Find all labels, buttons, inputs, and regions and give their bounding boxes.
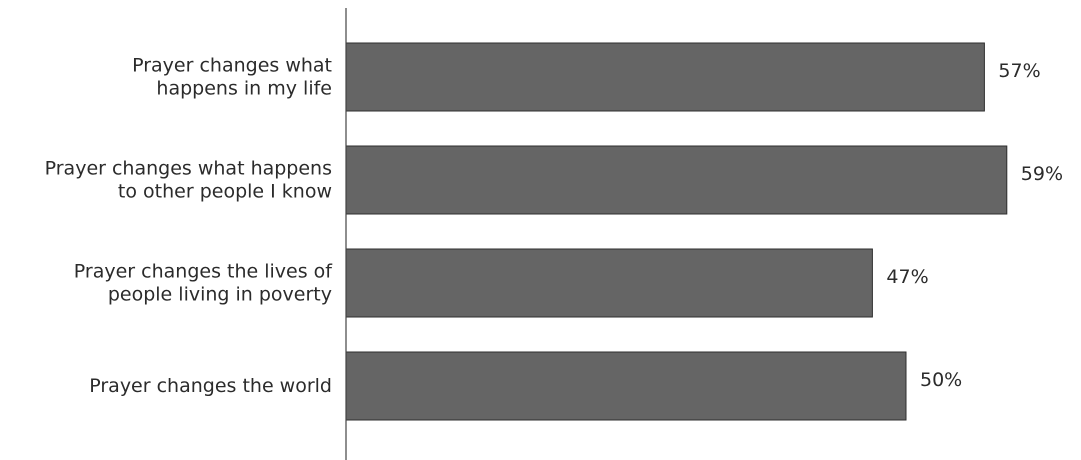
category-label-line: Prayer changes what [132, 55, 332, 77]
value-labels: 57% 59% 47% 50% [886, 60, 1063, 391]
category-label-4: Prayer changes the world [89, 375, 332, 397]
category-label-line: Prayer changes the world [89, 375, 332, 397]
category-labels: Prayer changes what happens in my lifePra… [45, 55, 334, 398]
category-label-line: Prayer changes the lives of [74, 261, 333, 283]
bars [345, 42, 1008, 421]
category-label-line: Prayer changes what happens [45, 158, 332, 180]
bar-3 [345, 248, 873, 318]
value-label-2: 59% [1021, 163, 1063, 185]
category-label-line: happens in my life [156, 78, 332, 100]
category-label-3: Prayer changes the lives of people living… [74, 261, 333, 306]
category-label-line: to other people I know [118, 181, 332, 203]
value-label-4: 50% [920, 369, 962, 391]
category-label-2: Prayer changes what happens to other peop… [45, 158, 332, 203]
bar-4 [345, 351, 907, 421]
category-label-line: people living in poverty [108, 284, 332, 306]
value-label-1: 57% [998, 60, 1040, 82]
value-label-3: 47% [886, 266, 928, 288]
bar-2 [345, 145, 1008, 215]
category-label-1: Prayer changes what happens in my life [132, 55, 332, 100]
bar-1 [345, 42, 985, 112]
